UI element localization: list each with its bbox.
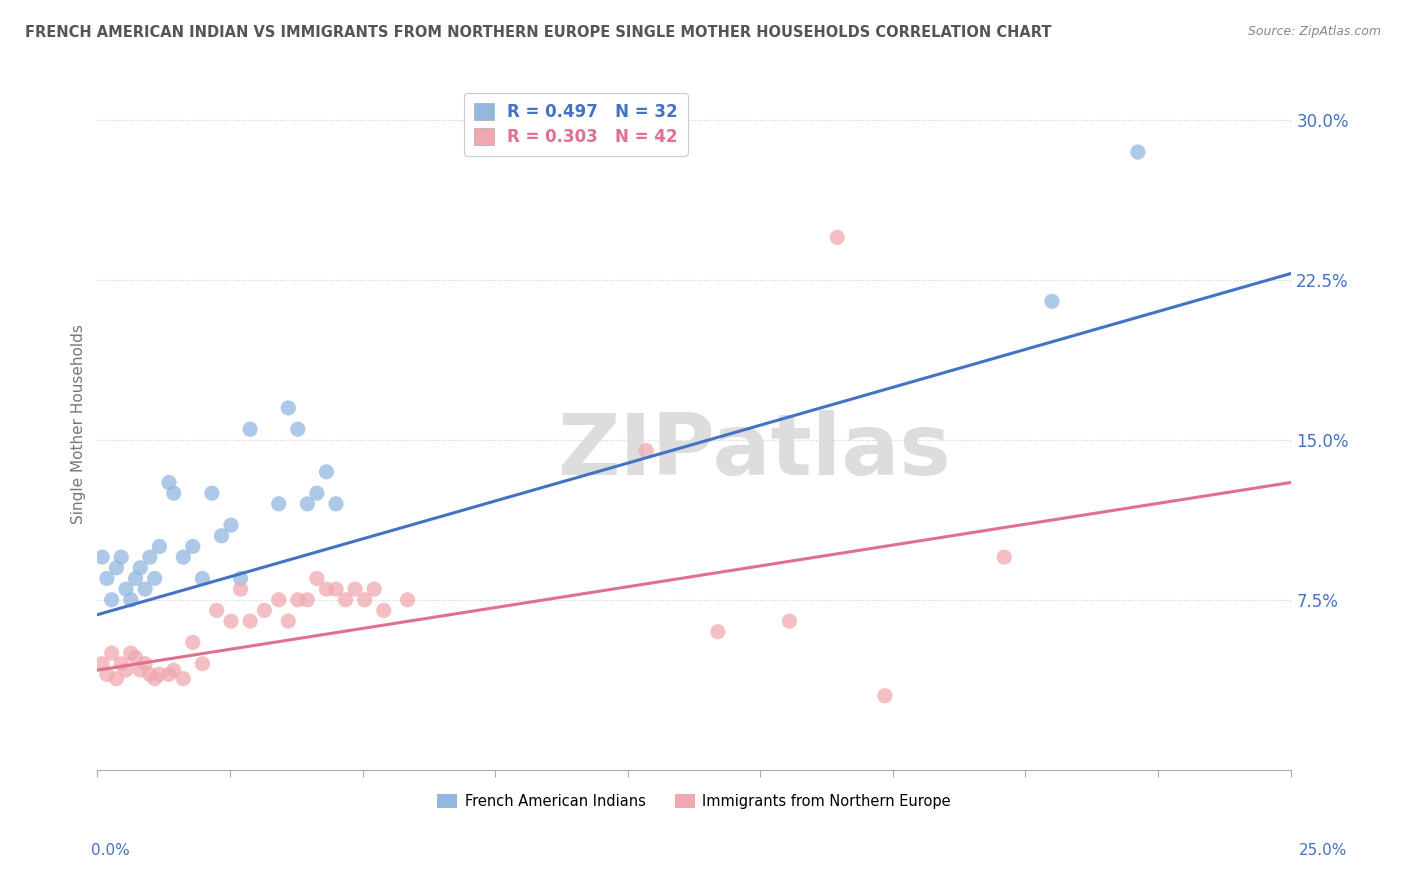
Point <box>1040 294 1063 309</box>
Point <box>325 497 347 511</box>
Point <box>120 646 142 660</box>
Point <box>287 592 309 607</box>
Text: 25.0%: 25.0% <box>1299 843 1347 858</box>
Point <box>363 582 385 596</box>
Legend: French American Indians, Immigrants from Northern Europe: French American Indians, Immigrants from… <box>432 789 957 815</box>
Point <box>143 672 166 686</box>
Point <box>778 614 800 628</box>
Point <box>163 486 186 500</box>
Point <box>229 571 252 585</box>
Point <box>297 497 319 511</box>
Point <box>325 582 347 596</box>
Point <box>100 646 122 660</box>
Point <box>181 635 204 649</box>
Point <box>105 561 128 575</box>
Point <box>143 571 166 585</box>
Point <box>335 592 357 607</box>
Text: FRENCH AMERICAN INDIAN VS IMMIGRANTS FROM NORTHERN EUROPE SINGLE MOTHER HOUSEHOL: FRENCH AMERICAN INDIAN VS IMMIGRANTS FRO… <box>25 25 1052 40</box>
Point <box>115 663 138 677</box>
Point <box>124 650 146 665</box>
Point <box>267 592 290 607</box>
Point <box>396 592 419 607</box>
Point <box>636 443 658 458</box>
Point <box>124 571 146 585</box>
Y-axis label: Single Mother Households: Single Mother Households <box>72 324 86 524</box>
Point <box>148 667 170 681</box>
Point <box>344 582 367 596</box>
Point <box>353 592 375 607</box>
Point <box>115 582 138 596</box>
Point <box>305 571 328 585</box>
Point <box>993 550 1015 565</box>
Point <box>277 401 299 415</box>
Point <box>139 667 162 681</box>
Point <box>373 603 395 617</box>
Point <box>205 603 228 617</box>
Point <box>305 486 328 500</box>
Point <box>825 230 848 244</box>
Point <box>148 540 170 554</box>
Point <box>191 657 214 671</box>
Point <box>139 550 162 565</box>
Point <box>267 497 290 511</box>
Point <box>129 561 152 575</box>
Point <box>100 592 122 607</box>
Point <box>297 592 319 607</box>
Text: 0.0%: 0.0% <box>91 843 131 858</box>
Point <box>91 550 114 565</box>
Point <box>91 657 114 671</box>
Point <box>287 422 309 436</box>
Point <box>157 667 180 681</box>
Point <box>219 518 242 533</box>
Point <box>110 657 132 671</box>
Point <box>129 663 152 677</box>
Point <box>211 529 233 543</box>
Point <box>239 614 262 628</box>
Text: ZIPatlas: ZIPatlas <box>557 410 950 493</box>
Point <box>105 672 128 686</box>
Point <box>157 475 180 490</box>
Point <box>1126 145 1149 159</box>
Point <box>315 582 337 596</box>
Point <box>277 614 299 628</box>
Text: Source: ZipAtlas.com: Source: ZipAtlas.com <box>1247 25 1381 38</box>
Point <box>172 550 194 565</box>
Point <box>172 672 194 686</box>
Point <box>239 422 262 436</box>
Point <box>191 571 214 585</box>
Point <box>110 550 132 565</box>
Point <box>134 657 156 671</box>
Point <box>253 603 276 617</box>
Point <box>181 540 204 554</box>
Point <box>96 571 118 585</box>
Point <box>163 663 186 677</box>
Point <box>96 667 118 681</box>
Point <box>120 592 142 607</box>
Point <box>707 624 730 639</box>
Point <box>134 582 156 596</box>
Point <box>219 614 242 628</box>
Point <box>201 486 224 500</box>
Point <box>873 689 896 703</box>
Point <box>229 582 252 596</box>
Point <box>315 465 337 479</box>
